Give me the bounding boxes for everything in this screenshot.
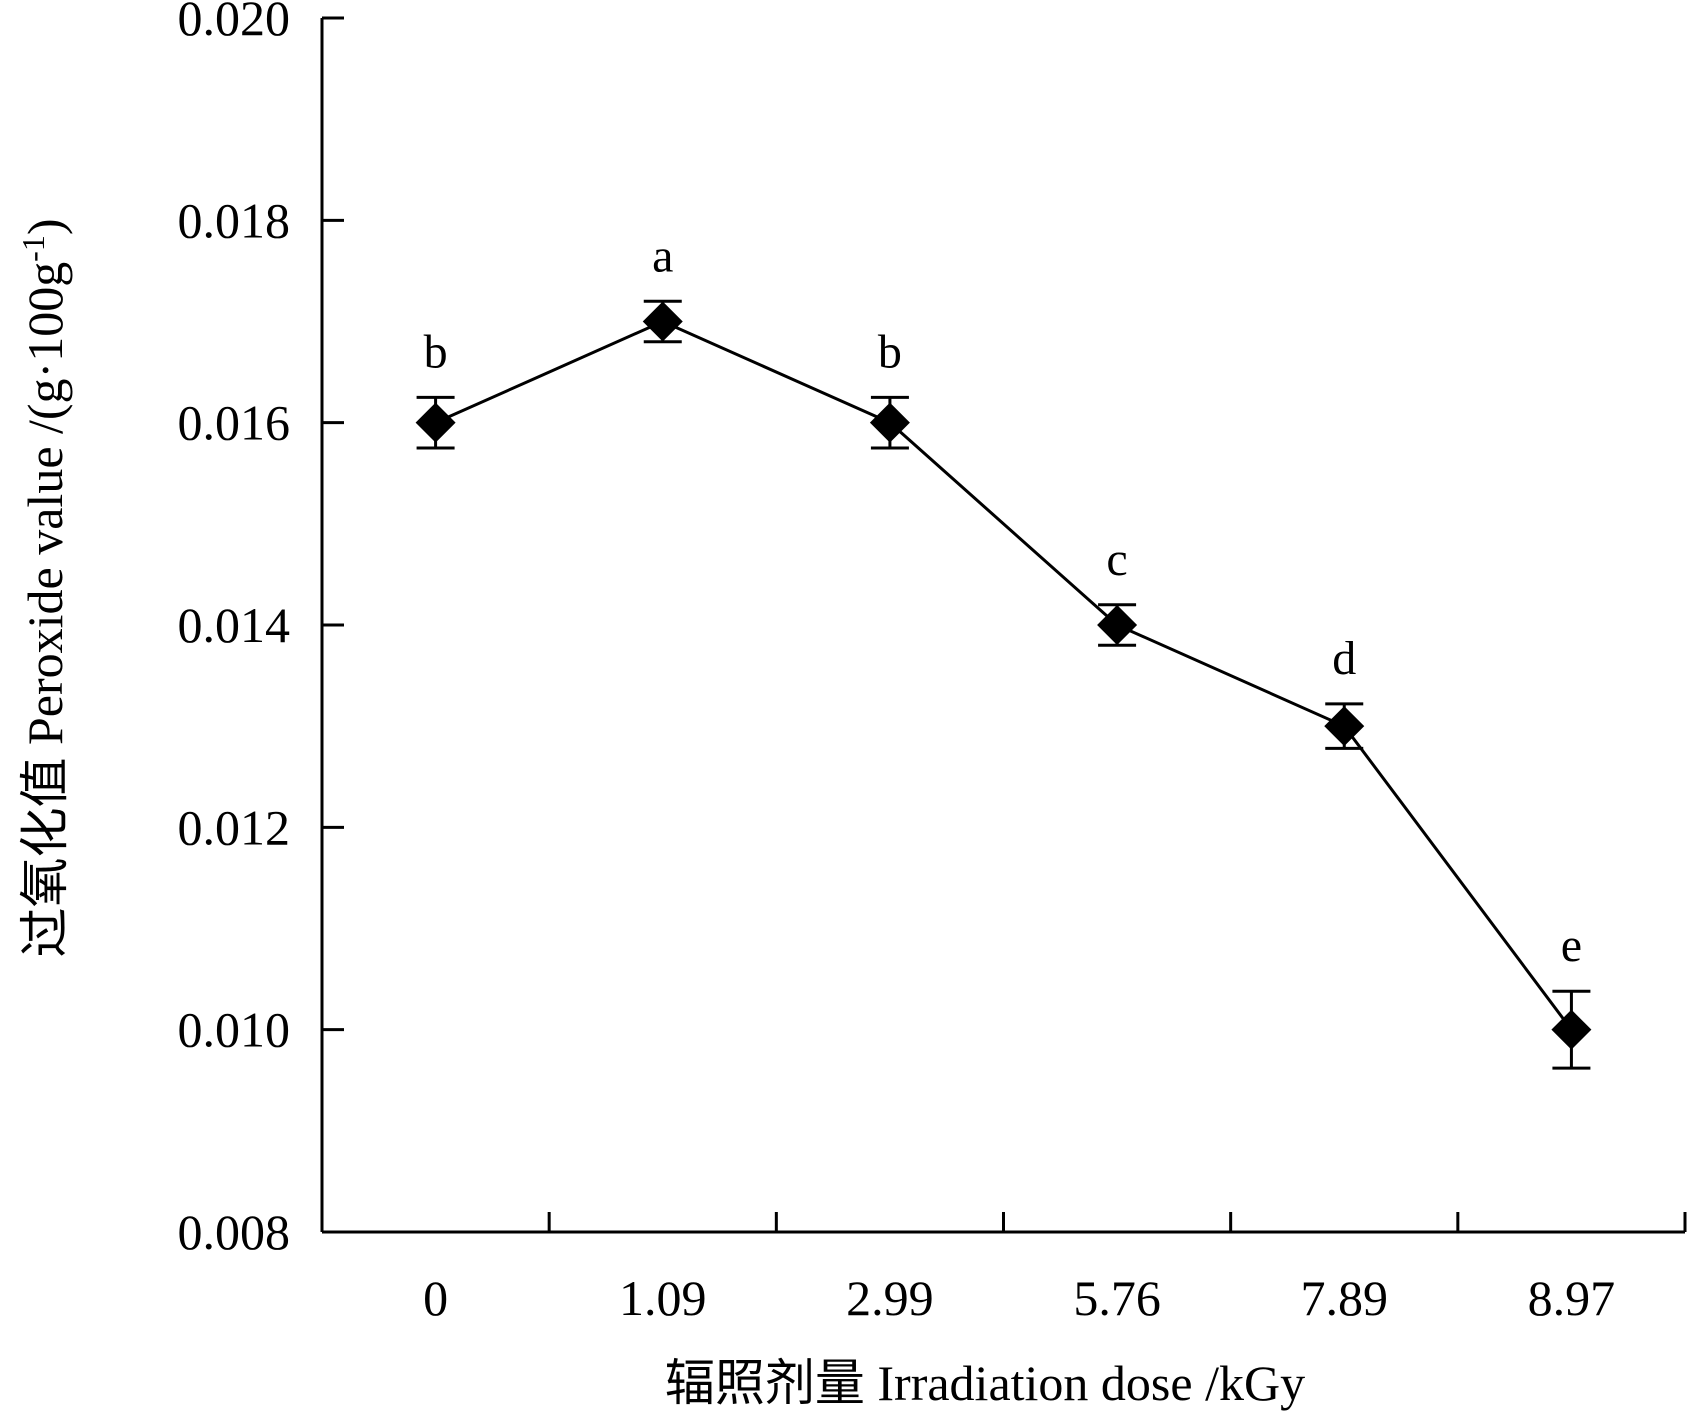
y-tick-label: 0.018 [178, 192, 291, 248]
significance-label: b [878, 325, 902, 378]
x-tick-label: 2.99 [846, 1270, 934, 1326]
diamond-marker [415, 402, 456, 443]
y-axis-title-main: 过氧化值 Peroxide value /(g·100g [17, 262, 73, 958]
y-tick-labels: 0.008 0.010 0.012 0.014 0.016 0.018 0.020 [178, 0, 291, 1260]
diamond-marker [1324, 706, 1365, 747]
series-line [434, 319, 1573, 1031]
significance-labels: b a b c d e [424, 229, 1582, 972]
x-axis-title: 辐照剂量 Irradiation dose /kGy [665, 1355, 1305, 1411]
y-tick-label: 0.016 [178, 395, 291, 451]
tick-marks [322, 16, 1687, 1234]
diamond-marker [1551, 1009, 1592, 1050]
data-markers [415, 301, 1592, 1050]
significance-label: e [1561, 919, 1582, 972]
x-tick-label: 1.09 [619, 1270, 707, 1326]
y-axis-title-superscript: -1 [15, 235, 51, 262]
y-tick-label: 0.008 [178, 1204, 291, 1260]
series-line-path [434, 319, 1573, 1031]
diamond-marker [642, 301, 683, 342]
y-axis-title-close: ) [17, 218, 73, 235]
y-tick-label: 0.010 [178, 1002, 291, 1058]
y-tick-label: 0.012 [178, 799, 291, 855]
significance-label: c [1106, 533, 1127, 586]
error-bars [416, 299, 1591, 1070]
y-tick-label: 0.020 [178, 0, 291, 46]
x-tick-label: 0 [423, 1270, 448, 1326]
diamond-marker [869, 402, 910, 443]
x-tick-label: 5.76 [1073, 1270, 1161, 1326]
diamond-marker [1097, 605, 1138, 645]
significance-label: d [1332, 632, 1356, 685]
x-tick-labels: 0 1.09 2.99 5.76 7.89 8.97 [423, 1270, 1615, 1326]
x-tick-label: 8.97 [1528, 1270, 1616, 1326]
axes [320, 18, 1685, 1234]
y-tick-label: 0.014 [178, 597, 291, 653]
significance-label: b [424, 325, 448, 378]
significance-label: a [652, 229, 673, 282]
y-axis-title: 过氧化值 Peroxide value /(g·100g-1) [15, 218, 73, 957]
x-tick-label: 7.89 [1301, 1270, 1389, 1326]
